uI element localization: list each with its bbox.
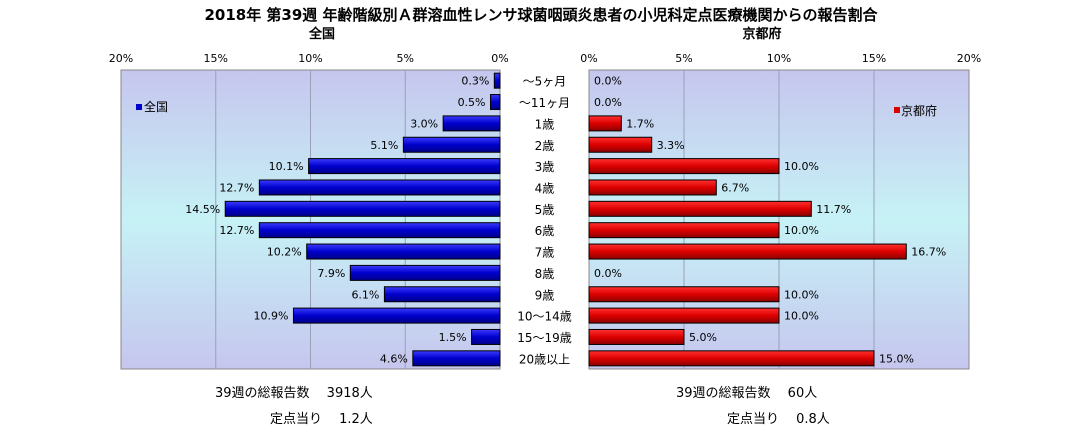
left-bar — [258, 222, 501, 239]
left-legend-swatch — [136, 104, 142, 110]
right-bar — [588, 222, 780, 239]
right-bar-label: 6.7% — [721, 181, 749, 194]
left-bar-label: 3.0% — [410, 117, 438, 130]
left-tick-label: 0% — [491, 52, 508, 65]
left-bar-label: 12.7% — [219, 181, 254, 194]
category-label: ～11ヶ月 — [519, 96, 570, 110]
category-label: ～5ヶ月 — [523, 75, 567, 89]
category-label: 4歳 — [535, 181, 555, 195]
right-bar-label: 0.0% — [594, 267, 622, 280]
category-label: 5歳 — [535, 203, 555, 217]
right-bar-label: 15.0% — [879, 352, 914, 365]
left-bar — [471, 328, 501, 345]
left-panel-title: 全国 — [308, 26, 335, 42]
right-tick-label: 20% — [957, 52, 981, 65]
left-tick-label: 5% — [397, 52, 414, 65]
category-label: 3歳 — [535, 160, 555, 174]
right-bar-label: 5.0% — [689, 331, 717, 344]
right-bar-label: 11.7% — [816, 203, 851, 216]
left-bar-label: 6.1% — [351, 288, 379, 301]
left-legend: 全国 — [136, 99, 168, 114]
category-labels: ～5ヶ月 ～11ヶ月 1歳 2歳 3歳 4歳 5歳 6歳 7歳 8歳 9歳 10～14歳 15～19歳 2… — [517, 75, 572, 367]
category-label: 15～19歳 — [517, 331, 572, 345]
right-bar-label: 0.0% — [594, 75, 622, 88]
left-bar — [349, 264, 501, 281]
category-label: 8歳 — [535, 267, 555, 281]
right-bar-label: 10.0% — [784, 224, 819, 237]
left-bar-label: 14.5% — [185, 203, 220, 216]
left-legend-label: 全国 — [144, 99, 168, 114]
left-bar — [402, 136, 501, 153]
left-tick-labels: 0% 5% 10% 15% 20% — [109, 52, 509, 65]
right-bar-label: 10.0% — [784, 310, 819, 323]
left-tick-label: 15% — [204, 52, 228, 65]
right-bar-label: 10.0% — [784, 160, 819, 173]
category-label: 1歳 — [535, 117, 555, 131]
left-bar-label: 5.1% — [370, 139, 398, 152]
left-bar — [412, 350, 501, 367]
right-per-site: 定点当り 0.8人 — [727, 412, 830, 427]
right-bar — [588, 307, 780, 324]
right-bar — [588, 158, 780, 175]
left-per-site: 定点当り 1.2人 — [270, 412, 373, 427]
category-label: 6歳 — [535, 224, 555, 238]
left-bar — [442, 115, 501, 132]
left-bar — [224, 200, 501, 217]
left-bar — [308, 158, 501, 175]
category-label: 7歳 — [535, 246, 555, 260]
right-tick-label: 0% — [580, 52, 597, 65]
left-bar — [292, 307, 501, 324]
left-bar-label: 10.9% — [253, 310, 288, 323]
right-bar-label: 1.7% — [626, 117, 654, 130]
left-bar-label: 0.3% — [461, 75, 489, 88]
left-bar — [258, 179, 501, 196]
right-bar — [588, 350, 875, 367]
right-bar — [588, 328, 685, 345]
right-panel-title: 京都府 — [742, 26, 781, 42]
left-bar — [306, 243, 501, 260]
category-label: 2歳 — [535, 139, 555, 153]
left-bar — [493, 72, 501, 89]
left-bar — [490, 94, 501, 111]
left-bar-label: 7.9% — [317, 267, 345, 280]
right-tick-label: 15% — [862, 52, 886, 65]
left-bar-label: 12.7% — [219, 224, 254, 237]
right-bar — [588, 115, 622, 132]
right-legend-label: 京都府 — [901, 103, 937, 118]
right-legend: 京都府 — [894, 103, 937, 118]
right-tick-label: 10% — [767, 52, 791, 65]
right-bar-label: 3.3% — [657, 139, 685, 152]
right-bar — [588, 286, 780, 303]
right-bars: 0.0% 0.0% 1.7%3.3% 10.0% 6.7% 11.7% 10.0% 16.7%… — [588, 75, 946, 367]
left-tick-label: 20% — [109, 52, 133, 65]
chart-title: 2018年 第39週 年齢階級別Ａ群溶血性レンサ球菌咽頭炎患者の小児科定点医療機… — [204, 6, 878, 24]
right-bar — [588, 136, 653, 153]
category-label: 20歳以上 — [519, 352, 570, 366]
right-tick-label: 5% — [675, 52, 692, 65]
right-bar-label: 16.7% — [911, 246, 946, 259]
right-total-reports: 39週の総報告数 60人 — [676, 386, 818, 401]
right-bar — [588, 179, 717, 196]
left-tick-label: 10% — [298, 52, 322, 65]
left-bar-label: 10.1% — [269, 160, 304, 173]
right-tick-labels: 0% 5% 10% 15% 20% — [580, 52, 981, 65]
right-legend-swatch — [894, 107, 900, 113]
right-bar-label: 10.0% — [784, 288, 819, 301]
category-label: 10～14歳 — [517, 310, 572, 324]
right-bar — [588, 243, 907, 260]
left-bar-label: 0.5% — [458, 96, 486, 109]
right-bar — [588, 200, 812, 217]
category-label: 9歳 — [535, 288, 555, 302]
left-bars: 0.3% 0.5% 3.0% 5.1% 10.1% 12.7% 14.5% 12.7% 10.2… — [185, 72, 501, 367]
left-bar-label: 4.6% — [380, 352, 408, 365]
left-bar-label: 10.2% — [267, 246, 302, 259]
left-bar-label: 1.5% — [439, 331, 467, 344]
left-bar — [383, 286, 501, 303]
left-total-reports: 39週の総報告数 3918人 — [215, 386, 373, 401]
right-bar-label: 0.0% — [594, 96, 622, 109]
